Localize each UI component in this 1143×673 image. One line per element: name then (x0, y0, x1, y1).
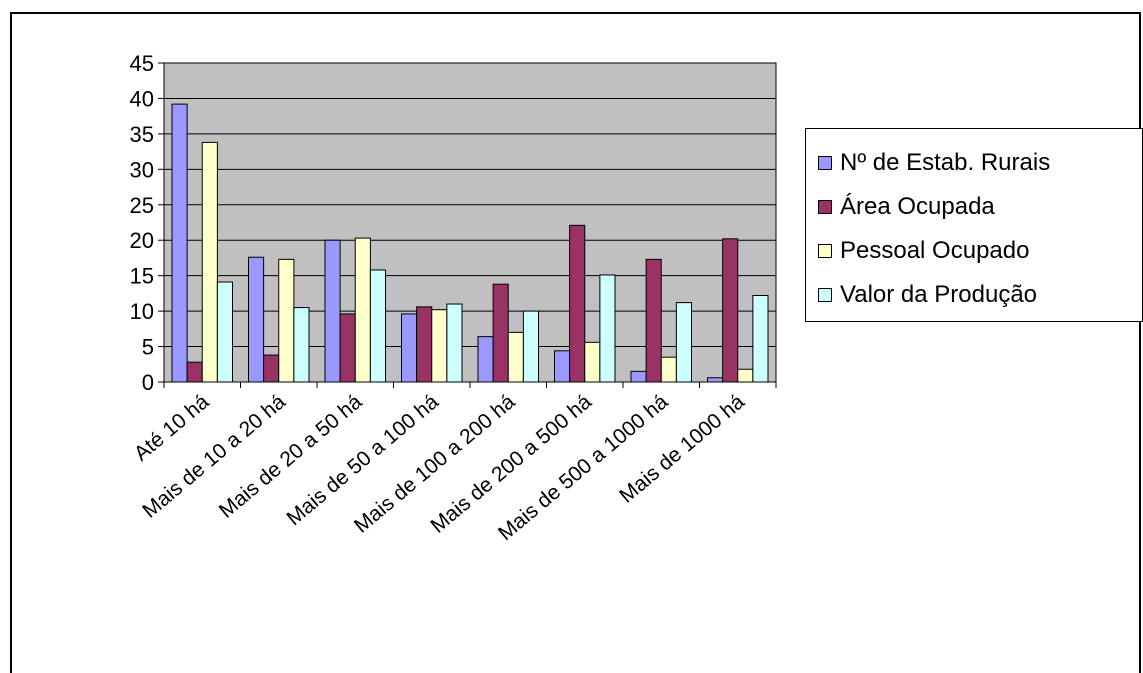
legend-swatch (818, 200, 832, 214)
bar (722, 238, 739, 383)
legend: Nº de Estab. Rurais Área Ocupada Pessoal O… (805, 128, 1143, 322)
bar (248, 256, 265, 383)
legend-label: Nº de Estab. Rurais (840, 149, 1051, 176)
series-3 (216, 269, 769, 383)
y-tick-label: 20 (130, 228, 154, 253)
bar (431, 309, 448, 383)
bar (263, 354, 280, 383)
y-tick-label: 0 (142, 370, 154, 395)
bar (477, 336, 494, 383)
bar (324, 239, 341, 383)
series-0 (171, 103, 724, 383)
bar (599, 274, 616, 383)
series-2 (201, 141, 754, 383)
bar (293, 307, 310, 383)
bars (171, 103, 769, 383)
y-tick-label: 10 (130, 299, 154, 324)
bar (752, 295, 769, 383)
bar (401, 313, 418, 383)
bar (171, 103, 188, 383)
legend-label: Pessoal Ocupado (840, 237, 1030, 264)
bar (492, 283, 509, 383)
bar (201, 141, 218, 383)
plot-area (163, 62, 777, 383)
legend-item: Pessoal Ocupado (806, 229, 1142, 273)
y-tick-label: 35 (130, 122, 154, 147)
bar (339, 313, 356, 383)
legend-item: Nº de Estab. Rurais (806, 141, 1142, 185)
legend-swatch (818, 156, 832, 170)
y-tick-label: 30 (130, 157, 154, 182)
bar (369, 269, 386, 383)
bar (446, 303, 463, 383)
bar (707, 377, 724, 383)
bar (522, 310, 539, 383)
legend-label: Valor da Produção (840, 281, 1038, 308)
bar (216, 281, 233, 383)
bar (737, 368, 754, 383)
bar (416, 306, 433, 383)
legend-label: Área Ocupada (840, 193, 995, 220)
bar (569, 224, 586, 383)
bar (354, 237, 371, 383)
y-tick-label: 45 (130, 51, 154, 76)
bar (507, 331, 524, 383)
bar (630, 370, 647, 383)
bar (278, 258, 295, 383)
legend-swatch (818, 244, 832, 258)
bar (645, 258, 662, 383)
bar (675, 302, 692, 383)
y-tick-label: 40 (130, 86, 154, 111)
bar (660, 356, 677, 383)
bar (554, 350, 571, 383)
y-tick-label: 25 (130, 193, 154, 218)
x-category-label: Mais de 20 a 50 há (215, 390, 367, 523)
bar (584, 341, 601, 383)
legend-swatch (818, 288, 832, 302)
bar (186, 361, 203, 383)
x-category-label: Mais de 10 a 20 há (138, 390, 290, 523)
y-axis: 0 5 10 15 20 25 30 35 40 45 (130, 51, 164, 395)
gridlines (164, 62, 776, 348)
legend-item: Área Ocupada (806, 185, 1142, 229)
y-tick-label: 15 (130, 264, 154, 289)
y-tick-label: 5 (142, 335, 154, 360)
x-category-label: Mais de 1000 há (615, 390, 749, 508)
legend-item: Valor da Produção (806, 273, 1142, 317)
series-1 (186, 224, 739, 383)
